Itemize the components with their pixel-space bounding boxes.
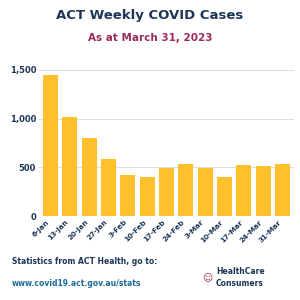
Bar bbox=[178, 164, 194, 216]
Bar bbox=[159, 168, 174, 216]
Bar bbox=[62, 116, 77, 216]
Bar bbox=[256, 166, 271, 216]
Bar bbox=[101, 159, 116, 216]
Bar bbox=[198, 168, 213, 216]
Text: www.covid19.act.gov.au/stats: www.covid19.act.gov.au/stats bbox=[12, 279, 141, 288]
Text: As at March 31, 2023: As at March 31, 2023 bbox=[88, 33, 212, 43]
Bar bbox=[82, 138, 97, 216]
Text: HealthCare
Consumers: HealthCare Consumers bbox=[216, 267, 265, 288]
Bar bbox=[140, 177, 155, 216]
Bar bbox=[275, 164, 290, 216]
Bar bbox=[43, 75, 58, 216]
Text: ACT Weekly COVID Cases: ACT Weekly COVID Cases bbox=[56, 9, 244, 22]
Text: Statistics from ACT Health, go to:: Statistics from ACT Health, go to: bbox=[12, 256, 158, 266]
Bar bbox=[217, 177, 232, 216]
Bar bbox=[236, 165, 251, 216]
Text: ☺: ☺ bbox=[202, 272, 212, 283]
Bar bbox=[120, 175, 135, 216]
